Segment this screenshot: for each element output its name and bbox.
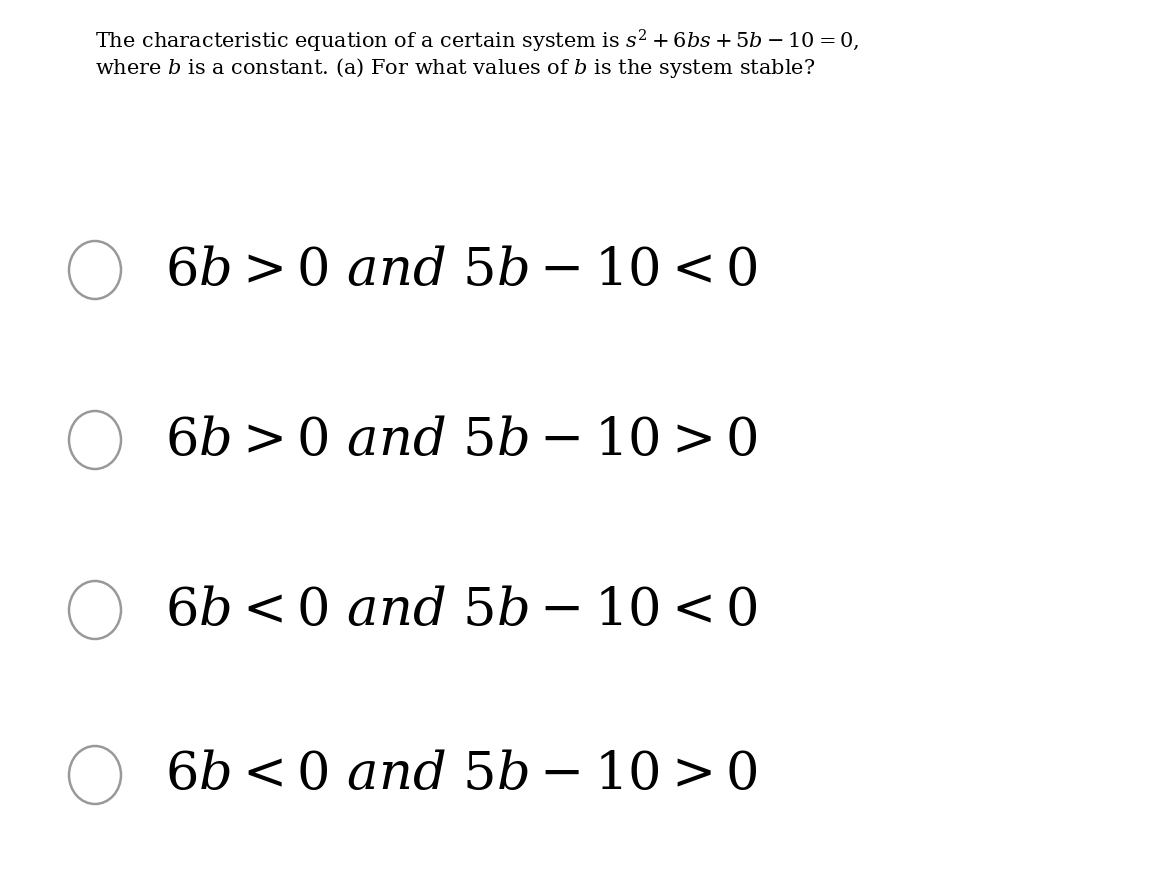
Text: The characteristic equation of a certain system is $s^2 + 6bs + 5b - 10 = 0$,: The characteristic equation of a certain… (95, 28, 860, 55)
Text: $6b > 0\ \mathit{and}\ 5b - 10 < 0$: $6b > 0\ \mathit{and}\ 5b - 10 < 0$ (165, 245, 757, 295)
Text: $6b < 0\ \mathit{and}\ 5b - 10 < 0$: $6b < 0\ \mathit{and}\ 5b - 10 < 0$ (165, 584, 757, 636)
Text: $6b < 0\ \mathit{and}\ 5b - 10 > 0$: $6b < 0\ \mathit{and}\ 5b - 10 > 0$ (165, 750, 757, 801)
Text: where $b$ is a constant. (a) For what values of $b$ is the system stable?: where $b$ is a constant. (a) For what va… (95, 56, 815, 80)
Text: $6b > 0\ \mathit{and}\ 5b - 10 > 0$: $6b > 0\ \mathit{and}\ 5b - 10 > 0$ (165, 415, 757, 466)
